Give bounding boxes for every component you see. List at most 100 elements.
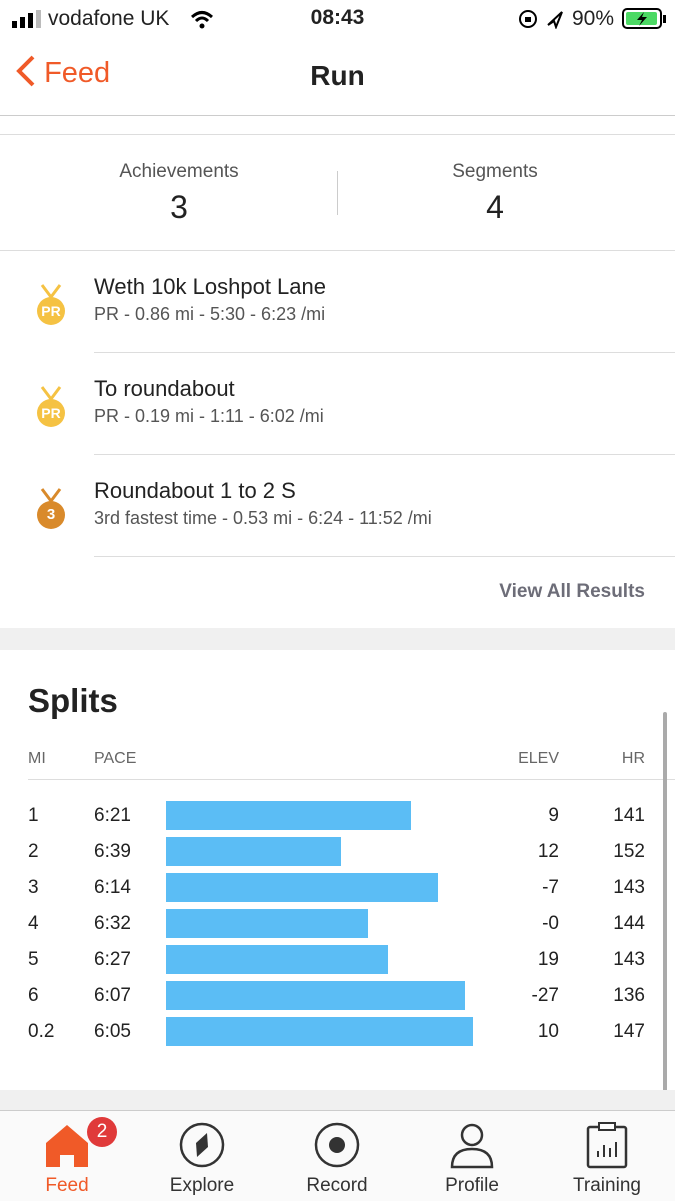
row-divider [94,556,675,557]
header-pace: PACE [94,750,137,767]
medal-label: PR [41,405,61,421]
scrollbar [663,712,667,1108]
split-pace: 6:14 [94,877,131,898]
split-pace: 6:05 [94,1021,131,1042]
split-elev: 9 [548,805,559,826]
tab[interactable]: Feed 2 [7,1111,127,1201]
split-elev: 12 [537,841,559,862]
status-icons [519,10,563,29]
carrier: vodafone UK [48,7,170,30]
split-hr: 143 [613,877,645,898]
back-label: Feed [44,57,111,89]
separator [0,628,675,650]
tab-label: Feed [45,1175,89,1196]
split-mi: 5 [28,949,39,970]
stat-value: 3 [170,189,188,225]
split-mi: 3 [28,877,39,898]
split-elev: -7 [542,877,559,898]
tab-glyph [179,1122,225,1168]
medal-icon: 3 [34,487,68,531]
stat-label: Achievements [119,161,239,182]
splits-section: Splits MI PACE ELEV HR 1 6:21 9 141 2 6:39 12 1… [0,650,675,1108]
achievement-detail: PR - 0.86 mi - 5:30 - 6:23 /mi [94,304,326,324]
back-button[interactable]: Feed [14,54,110,90]
pace-bar [166,1017,473,1046]
nav-title: Run [310,60,365,91]
battery-icon [622,8,666,29]
status-bar: vodafone UK 08:43 90% [0,0,675,40]
medal-icon: PR [34,385,68,429]
tab-icon [177,1121,227,1171]
medal [37,284,65,325]
achievement-detail: 3rd fastest time - 0.53 mi - 6:24 - 11:5… [94,508,432,528]
back-chevron [16,55,35,87]
achievement-detail: PR - 0.19 mi - 1:11 - 6:02 /mi [94,406,324,426]
split-mi: 6 [28,985,39,1006]
tab-icon [447,1121,497,1171]
pace-bar [166,873,439,902]
tab-label: Record [306,1175,368,1196]
split-pace: 6:27 [94,949,131,970]
split-hr: 144 [613,913,645,934]
tab[interactable]: Training [547,1111,667,1201]
tab-glyph [314,1122,360,1168]
split-mi: 0.2 [28,1021,55,1042]
medal [37,386,65,427]
pace-bar [166,909,369,938]
pace-bar [166,945,388,974]
split-elev: -0 [542,913,559,934]
split-elev: -27 [531,985,559,1006]
split-mi: 2 [28,841,39,862]
tab-icon [582,1121,632,1171]
achievements-list: View All Results PR Weth 10k Loshpot Lane… [0,251,675,628]
row-divider [94,454,675,455]
split-mi: 4 [28,913,39,934]
split-hr: 147 [613,1021,645,1042]
split-pace: 6:21 [94,805,131,826]
tab-label: Training [573,1175,641,1196]
divider [337,171,338,215]
nav-bar: Feed Run [0,40,675,116]
split-pace: 6:39 [94,841,131,862]
achievement-name[interactable]: Roundabout 1 to 2 S [94,478,296,503]
split-elev: 10 [537,1021,559,1042]
tab-icon [42,1121,92,1171]
split-pace: 6:32 [94,913,131,934]
separator [0,1090,675,1110]
split-mi: 1 [28,805,39,826]
tab-glyph [586,1122,628,1169]
tab-label: Explore [169,1175,235,1196]
stats-row: Achievements 3 Segments 4 [0,135,675,251]
header-mi: MI [28,750,46,767]
pace-bar [166,837,341,866]
header-hr: HR [621,750,645,767]
pace-bar [166,981,466,1010]
stat-label: Segments [452,161,538,182]
achievement-name[interactable]: Weth 10k Loshpot Lane [94,274,326,299]
signal-icon [12,10,41,28]
battery-percent: 90% [572,7,615,30]
split-pace: 6:07 [94,985,131,1006]
tab-icon [312,1121,362,1171]
splits-title: Splits [28,682,118,719]
split-hr: 143 [613,949,645,970]
header-elev: ELEV [518,750,559,767]
view-all-link[interactable]: View All Results [499,581,645,602]
tab-glyph [450,1123,494,1169]
stat-value: 4 [486,189,504,225]
tab[interactable]: Record [277,1111,397,1201]
medal [37,488,65,529]
medal-label: PR [41,303,61,319]
achievement-name[interactable]: To roundabout [94,376,235,401]
split-hr: 152 [613,841,645,862]
tab[interactable]: Explore [142,1111,262,1201]
tab-bar: Feed 2 Explore Record Profile Training [0,1110,675,1201]
clock: 08:43 [310,6,365,29]
split-hr: 141 [613,805,645,826]
split-hr: 136 [613,985,645,1006]
tab[interactable]: Profile [412,1111,532,1201]
pace-bar [166,801,411,830]
wifi-icon [190,11,214,29]
medal-icon: PR [34,283,68,327]
